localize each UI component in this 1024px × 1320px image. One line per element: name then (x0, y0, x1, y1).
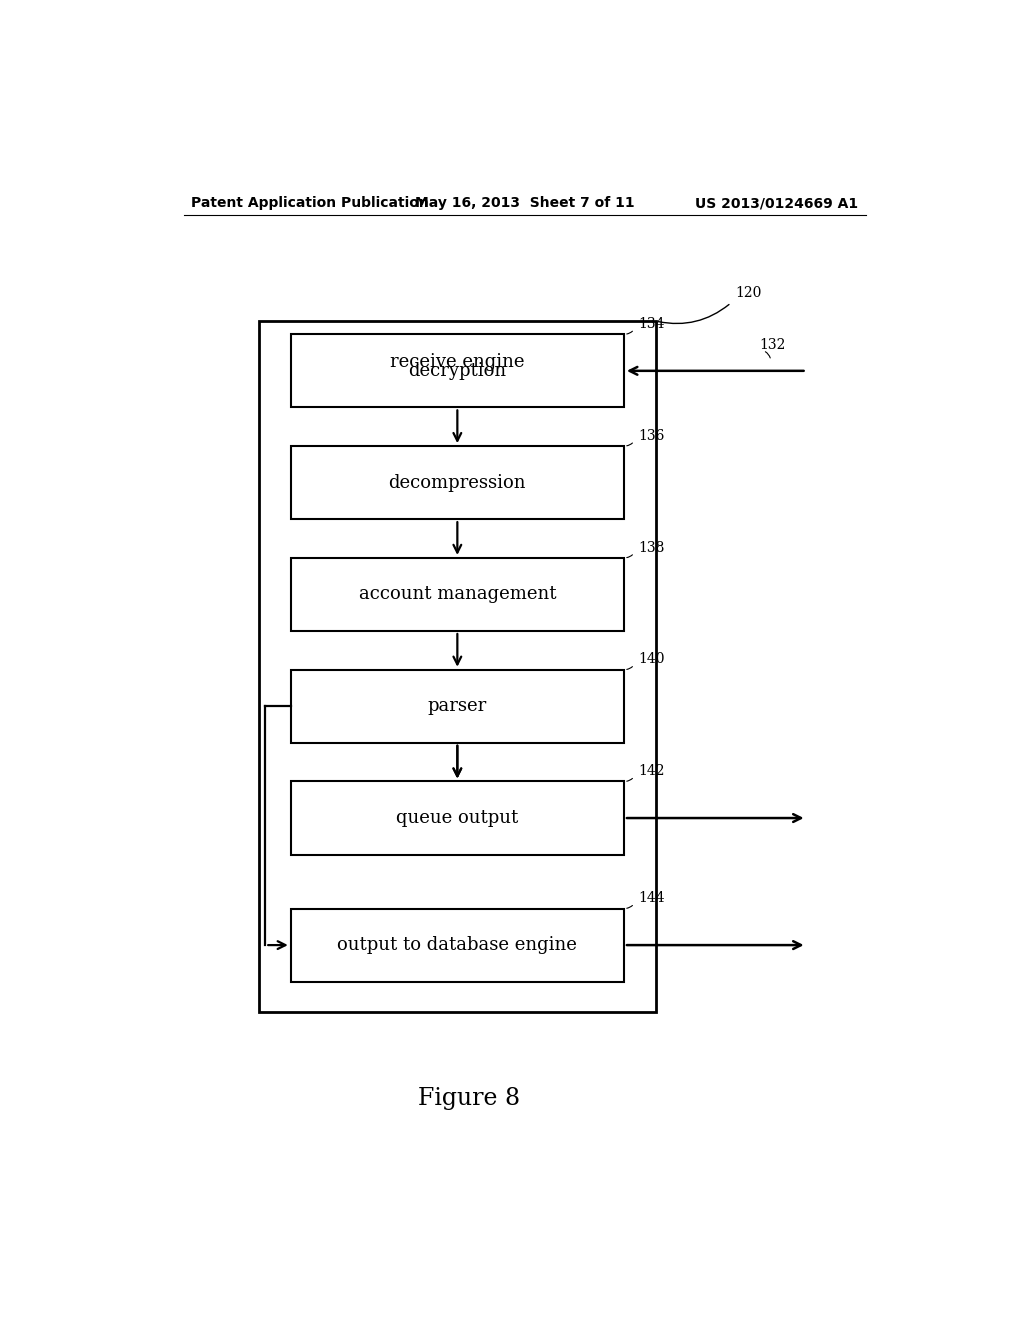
Text: decompression: decompression (388, 474, 526, 491)
Text: 134: 134 (638, 317, 665, 331)
Text: 120: 120 (735, 285, 762, 300)
Bar (291, 558, 624, 631)
Text: queue output: queue output (396, 809, 518, 828)
Bar (259, 321, 655, 1012)
Text: 136: 136 (638, 429, 665, 444)
Bar (291, 908, 624, 982)
Text: parser: parser (428, 697, 487, 715)
Bar (291, 781, 624, 854)
Bar (291, 446, 624, 519)
Text: decryption: decryption (409, 362, 507, 380)
Text: 132: 132 (759, 338, 785, 352)
Text: account management: account management (358, 586, 556, 603)
Text: May 16, 2013  Sheet 7 of 11: May 16, 2013 Sheet 7 of 11 (415, 197, 635, 210)
Text: 138: 138 (638, 541, 665, 554)
Text: 140: 140 (638, 652, 665, 667)
Bar (291, 334, 624, 408)
Text: output to database engine: output to database engine (337, 936, 578, 954)
Text: Patent Application Publication: Patent Application Publication (191, 197, 429, 210)
Text: 144: 144 (638, 891, 665, 906)
Text: 142: 142 (638, 764, 665, 779)
Bar (291, 669, 624, 743)
Text: receive engine: receive engine (390, 352, 524, 371)
Text: Figure 8: Figure 8 (418, 1088, 520, 1110)
Text: US 2013/0124669 A1: US 2013/0124669 A1 (695, 197, 858, 210)
